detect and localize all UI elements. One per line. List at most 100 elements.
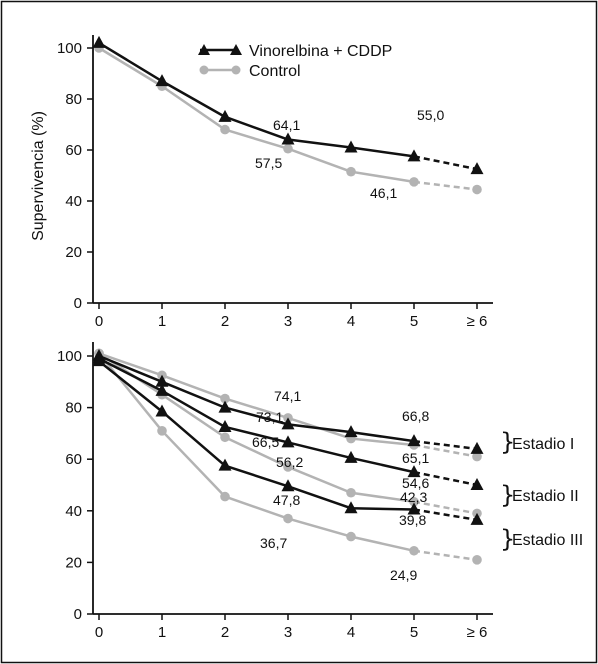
- data-point-triangle: [407, 465, 421, 478]
- annotation-label: 74,1: [274, 388, 301, 404]
- bottom-x-ticks: 0 1 2 3 4 5 ≥ 6: [95, 614, 488, 641]
- data-point-triangle: [155, 74, 169, 87]
- x-tick-label: 5: [410, 313, 418, 330]
- annotation-label: 64,1: [273, 117, 300, 133]
- data-point-circle: [472, 555, 482, 565]
- annotation-label: 66,5: [252, 434, 279, 450]
- stage-brackets: } Estadio I } Estadio II } Estadio III: [500, 428, 583, 553]
- annotation-label: 39,8: [399, 512, 426, 528]
- legend-circle-marker: [199, 65, 209, 75]
- bottom-series: [92, 348, 484, 565]
- annotation-label: 66,8: [402, 408, 429, 424]
- y-tick-label: 100: [57, 348, 82, 365]
- y-axis-label: Supervivencia (%): [30, 111, 47, 241]
- data-point-triangle: [344, 501, 358, 514]
- data-point-circle: [220, 491, 230, 502]
- y-tick-label: 20: [65, 554, 82, 571]
- series-line: [98, 352, 415, 553]
- data-point-triangle: [470, 162, 484, 175]
- series-line: [98, 46, 415, 184]
- data-point-circle: [346, 487, 356, 498]
- data-point-triangle: [155, 374, 169, 387]
- series-dashed-segment: [413, 439, 478, 451]
- y-tick-label: 60: [65, 451, 82, 468]
- annotation-label: 54,6: [402, 475, 429, 491]
- y-tick-label: 100: [57, 40, 82, 57]
- data-point-circle: [220, 124, 230, 135]
- y-tick-label: 40: [65, 193, 82, 210]
- data-point-triangle: [407, 434, 421, 447]
- data-point-triangle: [407, 149, 421, 162]
- top-x-ticks: 0 1 2 3 4 5 ≥ 6: [95, 303, 488, 330]
- bottom-annotations: 74,1 73,1 66,5 56,2 47,8 36,7 66,8 65,1 …: [252, 388, 429, 583]
- data-point-triangle: [92, 354, 106, 367]
- x-tick-label: ≥ 6: [467, 624, 488, 641]
- series-dashed-segment: [413, 470, 478, 487]
- annotation-label: 47,8: [273, 492, 300, 508]
- data-point-triangle: [344, 140, 358, 153]
- top-series: [92, 35, 484, 195]
- data-point-circle: [472, 451, 482, 462]
- data-point-triangle: [218, 458, 232, 471]
- x-tick-label: ≥ 6: [467, 313, 488, 330]
- annotation-label: 56,2: [276, 454, 303, 470]
- x-tick-label: 1: [158, 313, 166, 330]
- stage-label: Estadio II: [512, 488, 579, 505]
- x-tick-label: 5: [410, 624, 418, 641]
- annotation-label: 36,7: [260, 535, 287, 551]
- data-point-circle: [220, 393, 230, 404]
- x-tick-label: 2: [221, 624, 229, 641]
- data-point-triangle: [407, 502, 421, 515]
- y-tick-label: 20: [65, 244, 82, 261]
- top-y-ticks: 0 20 40 60 80 100: [57, 40, 93, 312]
- series-line: [98, 41, 415, 158]
- stage-label: Estadio III: [512, 532, 583, 549]
- data-point-circle: [283, 143, 293, 154]
- stage-brace: }: [500, 525, 515, 553]
- data-point-triangle: [470, 441, 484, 454]
- data-point-triangle: [155, 404, 169, 417]
- top-legend: Vinorelbina + CDDP Control: [198, 43, 392, 80]
- x-tick-label: 4: [347, 624, 355, 641]
- stage-label: Estadio I: [512, 436, 574, 453]
- data-point-triangle: [155, 383, 169, 396]
- series-dashed-segment: [413, 180, 478, 191]
- legend-label-vinorelbina: Vinorelbina + CDDP: [249, 43, 392, 60]
- top-panel: Supervivencia (%) Vinorelbina + CDDP Con…: [30, 35, 493, 330]
- stage-brace: }: [500, 481, 515, 509]
- y-tick-label: 40: [65, 503, 82, 520]
- data-point-triangle: [344, 425, 358, 438]
- stage-brace: }: [500, 428, 515, 456]
- data-point-triangle: [281, 479, 295, 492]
- data-point-triangle: [218, 400, 232, 413]
- x-tick-label: 3: [284, 624, 292, 641]
- data-point-circle: [472, 184, 482, 195]
- annotation-label: 57,5: [255, 155, 282, 171]
- data-point-triangle: [281, 132, 295, 145]
- series-line: [98, 354, 415, 443]
- series-dashed-segment: [413, 508, 478, 522]
- y-tick-label: 60: [65, 142, 82, 159]
- series-dashed-segment: [413, 500, 478, 515]
- data-point-circle: [220, 432, 230, 443]
- data-point-circle: [283, 513, 293, 524]
- bottom-y-ticks: 0 20 40 60 80 100: [57, 348, 93, 623]
- legend-triangle-marker: [198, 44, 210, 55]
- x-tick-label: 0: [95, 624, 103, 641]
- data-point-triangle: [218, 109, 232, 122]
- legend-triangle-marker: [230, 44, 242, 55]
- data-point-circle: [283, 462, 293, 472]
- annotation-label: 55,0: [417, 107, 444, 123]
- annotation-label: 73,1: [256, 409, 283, 425]
- x-tick-label: 3: [284, 313, 292, 330]
- y-tick-label: 0: [74, 295, 82, 312]
- top-annotations: 64,1 55,0 57,5 46,1: [255, 107, 444, 201]
- x-tick-label: 1: [158, 624, 166, 641]
- data-point-triangle: [470, 478, 484, 490]
- data-point-circle: [157, 426, 167, 436]
- data-point-triangle: [344, 450, 358, 463]
- annotation-label: 46,1: [370, 185, 397, 201]
